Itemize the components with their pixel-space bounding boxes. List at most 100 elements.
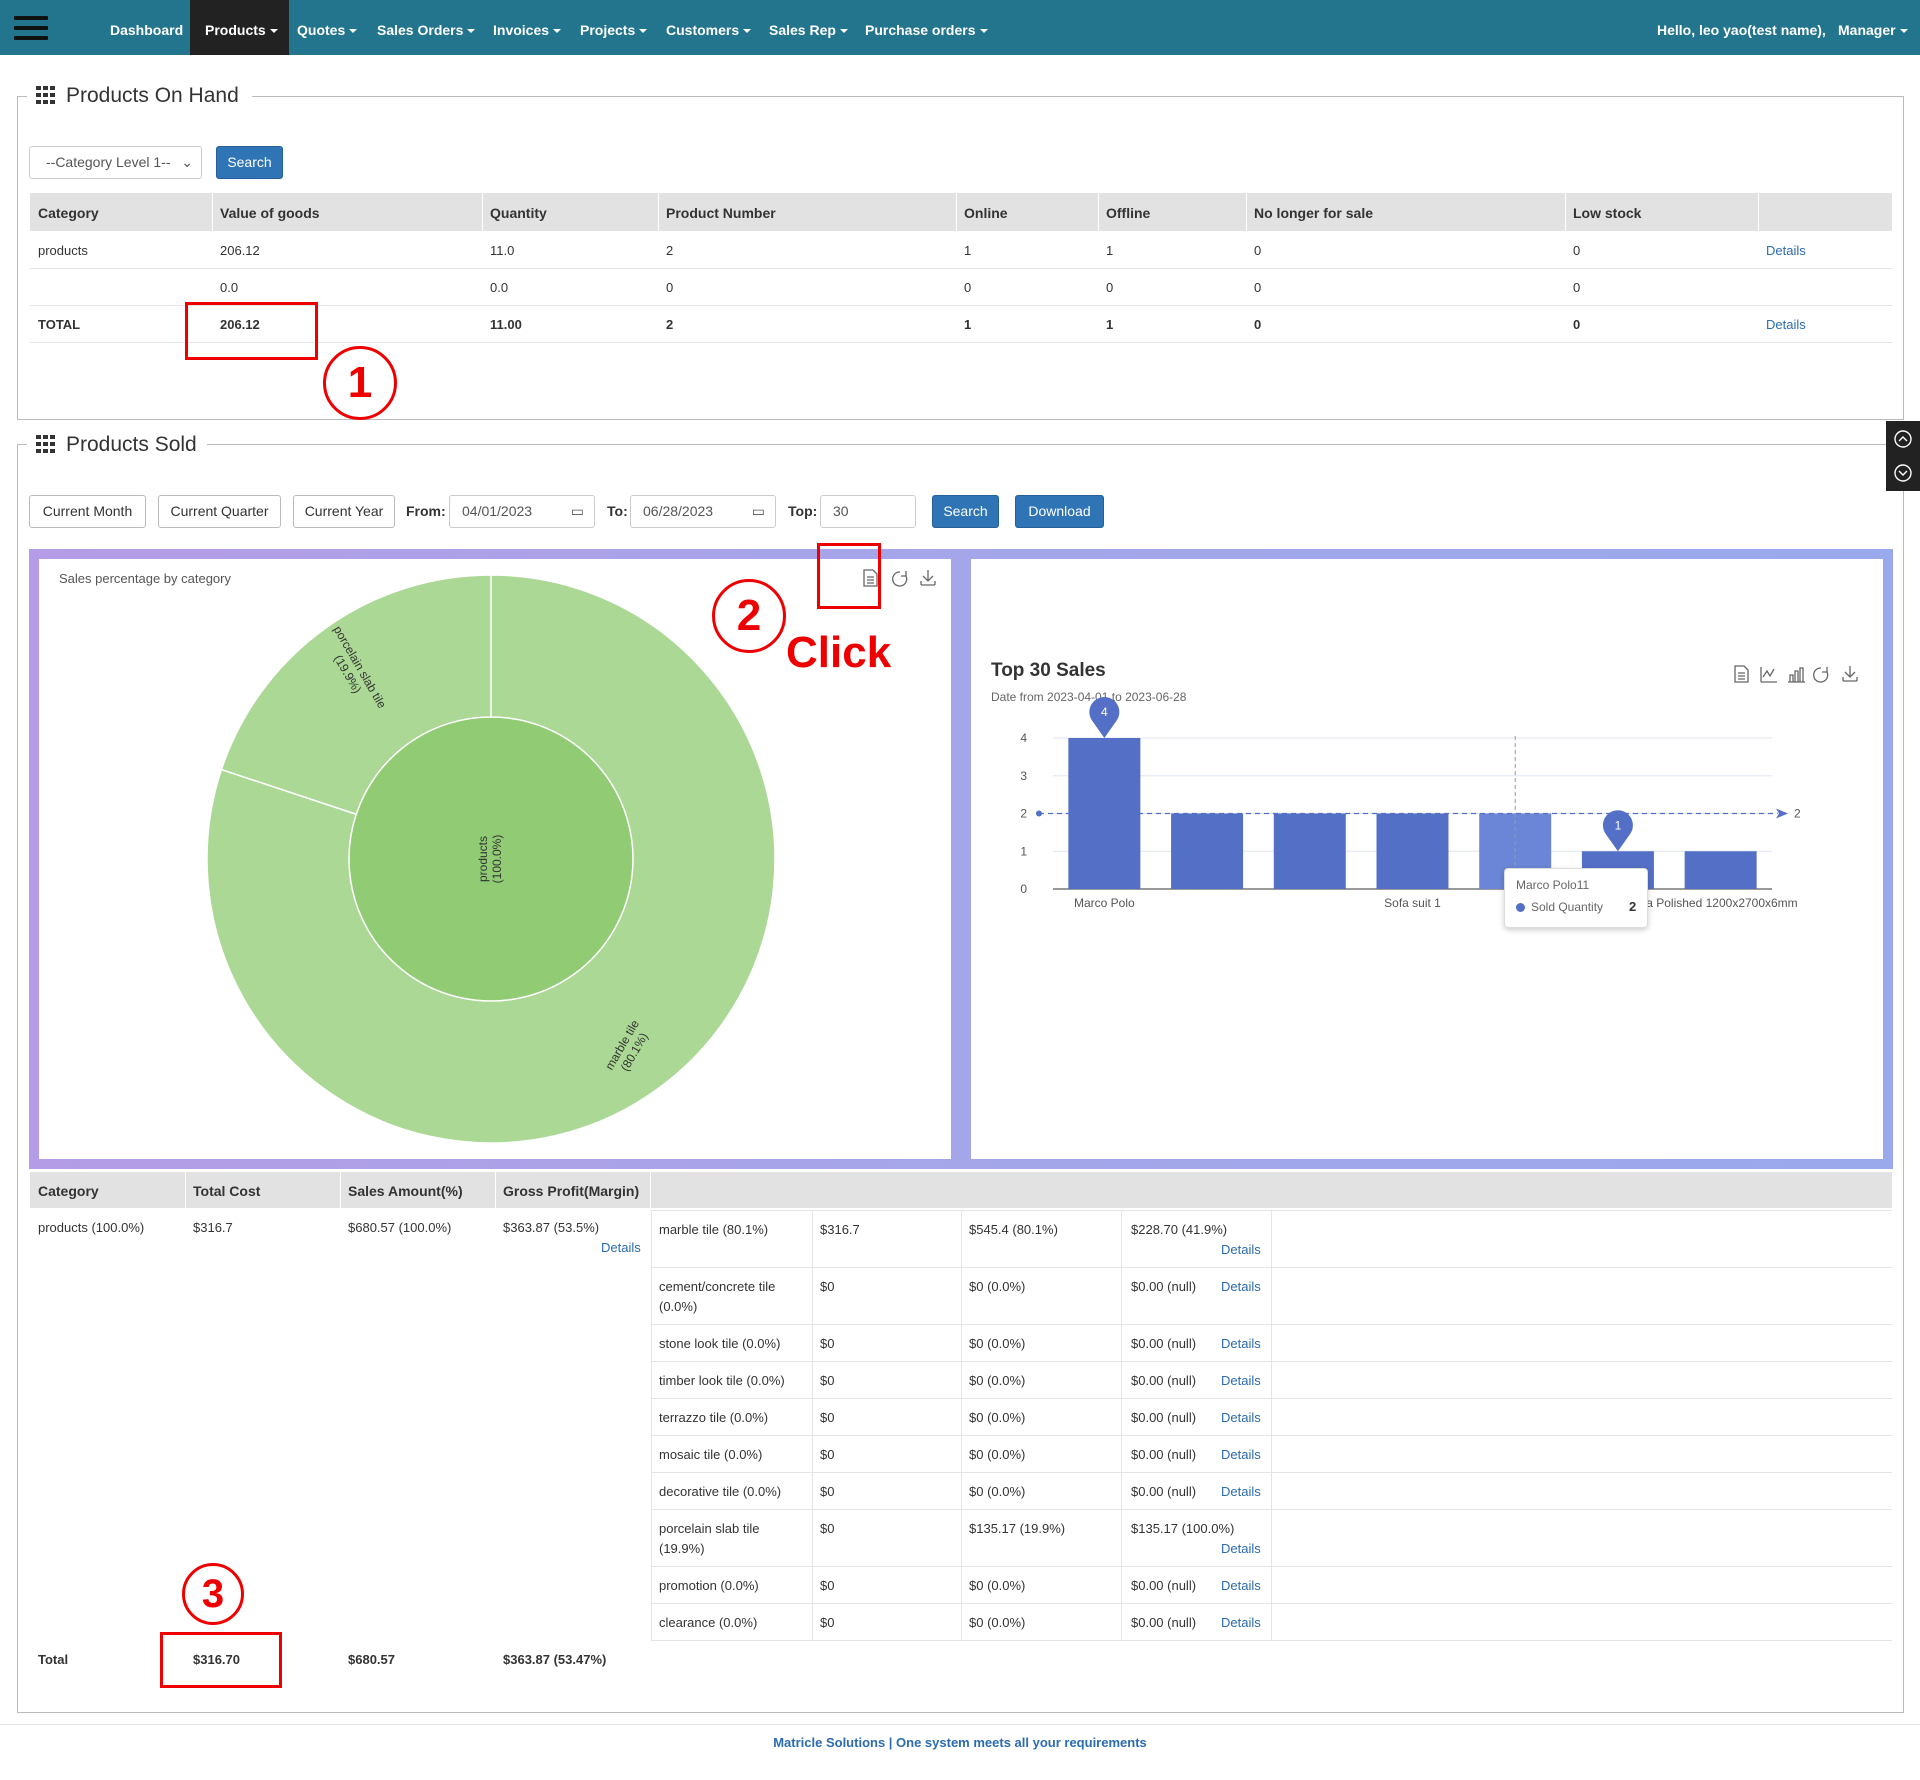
subcategory-name: terrazzo tile (0.0%) — [659, 1410, 769, 1425]
mark-point-label: 4 — [1101, 705, 1108, 719]
to-date-value: 06/28/2023 — [643, 503, 714, 519]
row-divider — [651, 1509, 1892, 1510]
details-link[interactable]: Details — [601, 1240, 641, 1255]
table-header-row: Category Value of goods Quantity Product Nu… — [30, 193, 1892, 231]
sunburst-outer-slice — [220, 574, 492, 816]
details-link[interactable]: Details — [1221, 1373, 1261, 1388]
markline-arrow — [1776, 808, 1788, 819]
nav-item-sales-rep[interactable]: Sales Rep — [769, 0, 848, 55]
data-view-icon[interactable] — [1734, 665, 1749, 683]
category-select-value: --Category Level 1-- — [46, 154, 171, 170]
details-link[interactable]: Details — [1221, 1615, 1261, 1630]
nav-item-customers[interactable]: Customers — [666, 0, 751, 55]
current-year-button[interactable]: Current Year — [293, 495, 395, 528]
from-label: From: — [406, 503, 446, 519]
save-image-icon[interactable] — [920, 570, 936, 586]
current-quarter-button[interactable]: Current Quarter — [158, 495, 281, 528]
details-link[interactable]: Details — [1221, 1242, 1261, 1257]
user-role-dropdown[interactable]: Manager — [1838, 0, 1908, 55]
nav-item-sales-orders[interactable]: Sales Orders — [377, 0, 475, 55]
table-cell: 2 — [666, 317, 674, 332]
chart-title: Sales percentage by category — [59, 571, 231, 586]
row-divider — [30, 342, 1892, 343]
hamburger-menu-icon[interactable] — [14, 16, 48, 40]
calendar-icon[interactable]: ▭ — [570, 503, 584, 519]
row-divider — [651, 1640, 1892, 1641]
subcategory-profit: $0.00 (null) — [1131, 1373, 1197, 1388]
mark-point-label: 1 — [1615, 818, 1622, 832]
subcategory-profit: $0.00 (null) — [1131, 1484, 1197, 1499]
summary-category: products (100.0%) — [38, 1220, 145, 1235]
tooltip-series: Sold Quantity — [1531, 900, 1604, 914]
column-divider — [1758, 193, 1759, 231]
products-on-hand-title: Products On Hand — [32, 84, 243, 108]
subcategory-sales: $0 (0.0%) — [969, 1578, 1026, 1593]
sold-search-button[interactable]: Search — [932, 495, 999, 528]
details-link[interactable]: Details — [1221, 1541, 1261, 1556]
to-date-input[interactable]: 06/28/2023 ▭ — [630, 495, 776, 528]
column-divider — [956, 193, 957, 231]
calendar-icon[interactable]: ▭ — [751, 503, 765, 519]
subcategory-cost: $0 — [820, 1447, 835, 1462]
restore-icon[interactable] — [892, 571, 908, 587]
scroll-up-icon[interactable] — [1894, 430, 1912, 448]
nav-item-projects[interactable]: Projects — [580, 0, 647, 55]
column-divider — [1246, 193, 1247, 231]
on-hand-search-button[interactable]: Search — [216, 146, 283, 179]
nav-item-dashboard[interactable]: Dashboard — [110, 22, 184, 38]
footer-text: Matricle Solutions | One system meets al… — [773, 1735, 1147, 1750]
bar-chart: 0 1 2 3 4 Marco Polo Sofa suit 1 ia Polished 12… — [1020, 697, 1801, 910]
details-link[interactable]: Details — [1221, 1279, 1261, 1294]
column-header: Sales Amount(%) — [348, 1183, 463, 1199]
annotation-box-3 — [160, 1632, 282, 1688]
grid-icon — [36, 86, 56, 104]
summary-cost: $316.7 — [193, 1220, 233, 1235]
save-image-icon[interactable] — [1842, 666, 1858, 682]
column-header: Low stock — [1573, 205, 1642, 221]
restore-icon[interactable] — [1813, 667, 1829, 683]
column-divider — [212, 193, 213, 231]
details-link[interactable]: Details — [1221, 1410, 1261, 1425]
current-month-button[interactable]: Current Month — [29, 495, 146, 528]
subcategory-cost: $0 — [820, 1578, 835, 1593]
from-date-input[interactable]: 04/01/2023 ▭ — [449, 495, 595, 528]
nav-item-purchase-orders[interactable]: Purchase orders — [865, 0, 988, 55]
details-link[interactable]: Details — [1221, 1578, 1261, 1593]
subcategory-sales: $0 (0.0%) — [969, 1373, 1026, 1388]
greeting-text: Hello, leo yao(test name), — [1657, 22, 1826, 38]
y-tick-label: 2 — [1020, 807, 1027, 821]
subtable-column-divider — [812, 1210, 813, 1640]
table-cell: 0 — [964, 280, 972, 295]
grid-icon — [36, 435, 56, 453]
category-level-select[interactable]: --Category Level 1-- ⌄ — [29, 146, 202, 179]
scroll-buttons — [1886, 421, 1920, 491]
top-count-input[interactable]: 30 — [820, 495, 916, 528]
nav-item-products[interactable]: Products — [190, 0, 289, 55]
details-link[interactable]: Details — [1221, 1447, 1261, 1462]
subcategory-cost: $0 — [820, 1279, 835, 1294]
column-header: Quantity — [490, 205, 547, 221]
bar-chart-title: Top 30 Sales — [991, 660, 1106, 681]
products-on-hand-section — [17, 96, 1904, 420]
details-link[interactable]: Details — [1766, 317, 1806, 332]
download-button[interactable]: Download — [1015, 495, 1104, 528]
column-header: Category — [38, 205, 99, 221]
row-divider — [651, 1566, 1892, 1567]
subtable-column-divider — [1121, 1210, 1122, 1640]
data-view-icon[interactable] — [863, 569, 878, 587]
line-chart-icon[interactable] — [1760, 667, 1777, 683]
nav-item-quotes[interactable]: Quotes — [297, 0, 357, 55]
nav-item-invoices[interactable]: Invoices — [493, 0, 561, 55]
details-link[interactable]: Details — [1221, 1484, 1261, 1499]
column-header: No longer for sale — [1254, 205, 1374, 221]
summary-profit: $363.87 (53.5%) — [503, 1220, 600, 1235]
scroll-down-icon[interactable] — [1894, 464, 1912, 482]
bar-sofa-suit-1 — [1376, 813, 1449, 889]
details-link[interactable]: Details — [1221, 1336, 1261, 1351]
annotation-click-text: Click — [786, 628, 892, 677]
table-cell: 0 — [1573, 243, 1581, 258]
subcategory-profit: $0.00 (null) — [1131, 1279, 1197, 1294]
details-link[interactable]: Details — [1766, 243, 1806, 258]
subcategory-sales: $0 (0.0%) — [969, 1447, 1026, 1462]
bar-chart-icon[interactable] — [1788, 667, 1805, 683]
